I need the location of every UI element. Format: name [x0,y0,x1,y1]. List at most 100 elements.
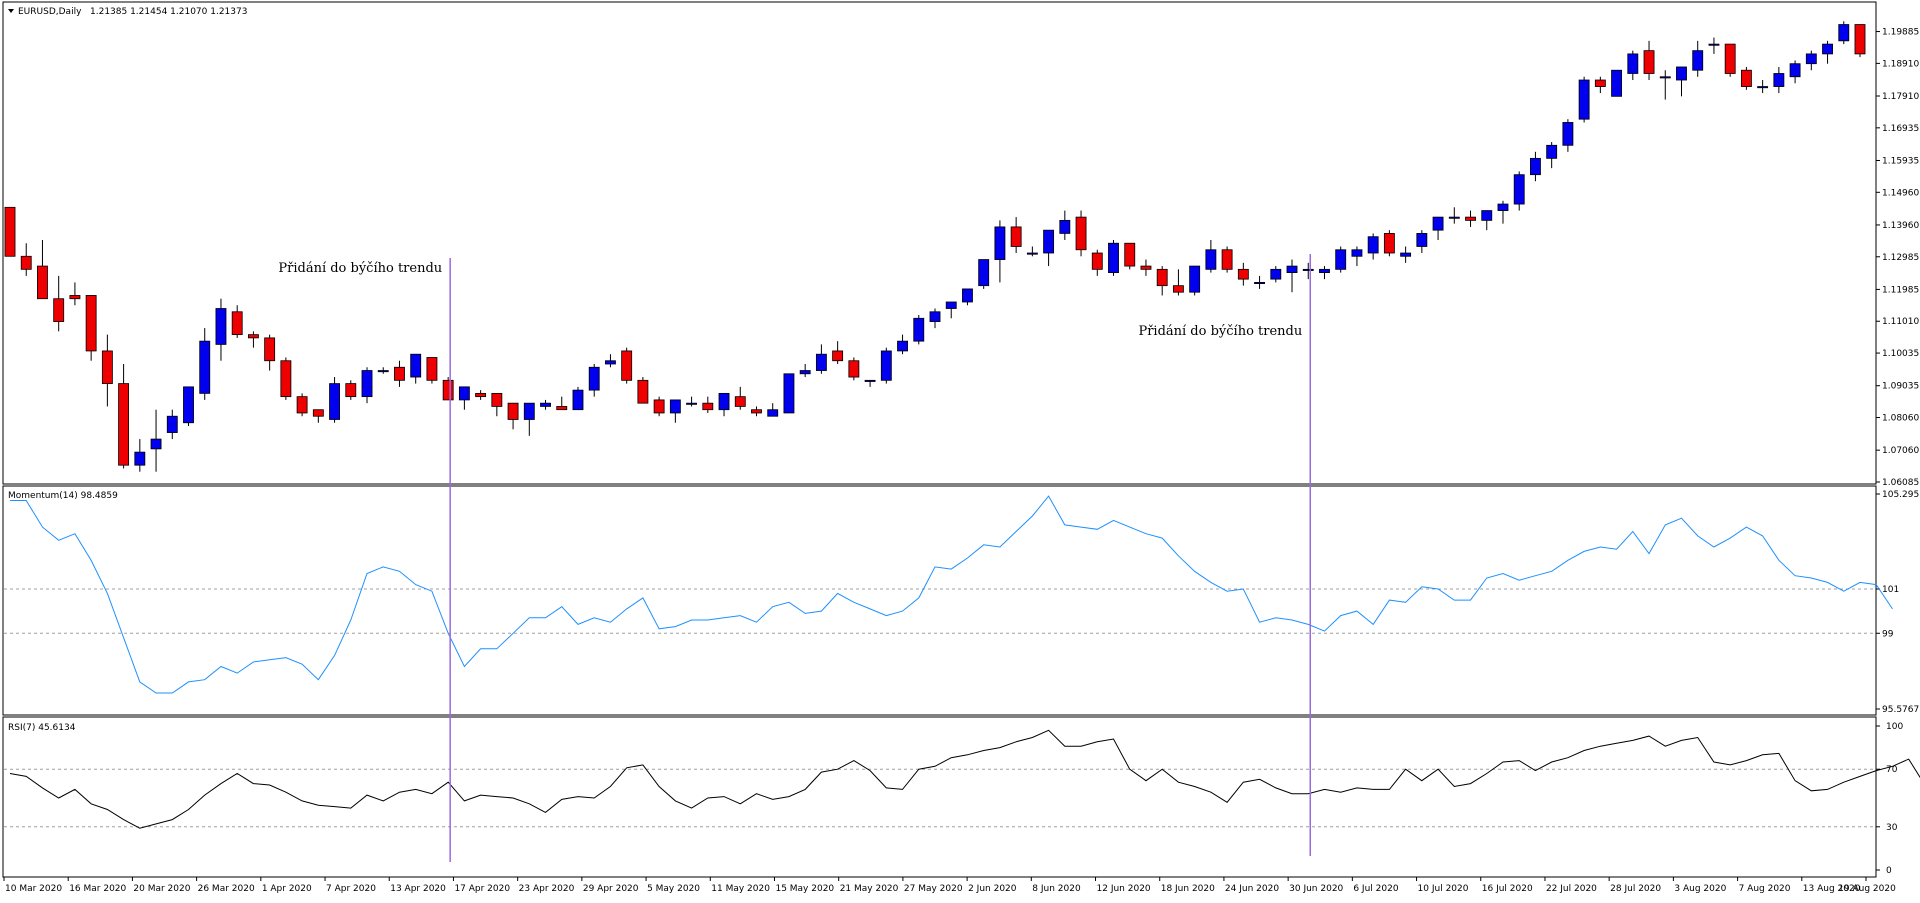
candle [1465,210,1476,227]
candle [1724,43,1736,77]
candle [1286,259,1298,293]
candle-body-up [799,370,811,375]
candle-body-up [929,311,941,322]
candle [1481,210,1493,231]
candle [1059,210,1071,240]
price-tick-label: 1.08060 [1882,414,1919,424]
candle-body-down [69,295,81,300]
price-tick-label: 1.11985 [1882,285,1919,295]
candle [69,282,81,306]
candle [377,367,389,374]
candle [1172,269,1184,296]
candle-body-down [653,399,665,414]
candle [1270,266,1282,283]
candle-body-up [1692,50,1704,71]
collapse-triangle-icon[interactable] [8,9,14,13]
candle [880,347,892,384]
candle-body-up [588,366,600,391]
time-tick-label: 12 Jun 2020 [1097,884,1151,894]
time-tick-label: 26 Mar 2020 [198,884,255,894]
candle-body-up [815,353,827,371]
candle-body-down [637,379,649,404]
candle [1822,40,1833,64]
candle [523,402,535,436]
candle [913,315,925,345]
candle-body-down [475,392,487,398]
candle-body-up [183,386,194,424]
candle-body-up [1351,249,1363,257]
candle [1497,200,1509,224]
momentum-tick-label: 105.295 [1882,490,1919,500]
candle [1237,262,1249,286]
candle-body-up [1497,203,1509,211]
candle [669,399,681,423]
candle-body-up [134,451,146,466]
price-tick-label: 1.16935 [1882,124,1919,134]
candle [1432,216,1444,240]
candle [978,259,990,289]
candle [183,386,194,427]
candle [37,239,48,300]
candle-body-down [1172,285,1184,293]
candle-body-up [1059,219,1071,234]
candle-body-up [897,340,908,352]
candle-body-up [1367,236,1379,254]
annotation-vertical-lines[interactable] [449,254,1311,862]
time-tick-label: 15 May 2020 [775,884,834,894]
candle [637,377,649,404]
candle-body-down [1237,268,1249,280]
candle [264,334,276,371]
candle-body-up [605,360,616,365]
candle [1740,66,1752,90]
candle-body-down [832,350,844,362]
candle [345,380,357,400]
time-tick-label: 23 Apr 2020 [519,884,575,894]
candle-body-down [1594,79,1606,87]
candle [1302,262,1314,280]
candle-body-up [783,373,795,414]
candle-body-up [215,308,227,345]
candle [1643,40,1655,81]
candle [1156,266,1168,296]
candle-body-up [1400,252,1412,257]
momentum-tick-label: 95.5767 [1882,705,1919,715]
candle [312,409,324,423]
candle [1578,76,1590,123]
price-tick-label: 1.14960 [1882,188,1919,198]
candle-body-down [734,396,746,407]
candle [1043,229,1055,267]
rsi-tick-label: 30 [1886,823,1898,833]
candle [1367,233,1379,260]
candle [605,354,616,368]
candle [864,379,876,387]
rsi-tick-label: 70 [1886,765,1898,775]
candle-body-up [1562,122,1574,146]
candle-body-up [1805,53,1817,65]
price-tick-label: 1.12985 [1882,253,1919,263]
candle [1708,37,1720,54]
candle [1010,217,1022,254]
time-tick-label: 18 Jun 2020 [1161,884,1215,894]
candle [215,298,227,361]
candle-body-down [1075,216,1087,251]
candle-body-down [37,265,48,300]
candle-body-up [1708,43,1720,46]
candle [815,344,827,374]
annotation-labels: Přidání do býčího trendu Přidání do býčíh… [278,261,1302,339]
price-tick-label: 1.06085 [1882,478,1919,488]
time-tick-label: 1 Apr 2020 [262,884,312,894]
candle [702,396,714,413]
momentum-line [10,495,1893,694]
candle-body-up [1757,86,1769,89]
candle-body-down [1643,50,1655,74]
time-tick-label: 17 Apr 2020 [454,884,510,894]
candle [394,360,405,387]
time-tick-label: 21 May 2020 [840,884,899,894]
candle [1383,230,1395,257]
price-tick-label: 1.09035 [1882,382,1919,392]
annotation-label: Přidání do býčího trendu [1138,324,1302,339]
candle-body-up [199,340,211,394]
candle [1513,171,1525,211]
